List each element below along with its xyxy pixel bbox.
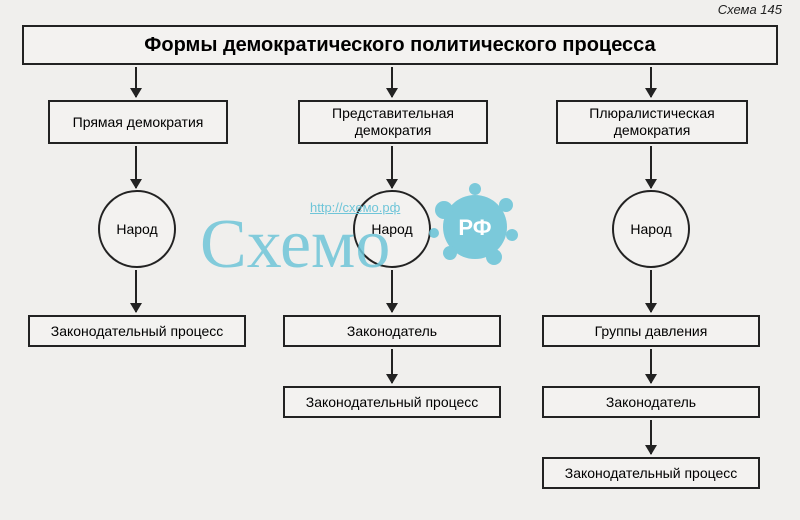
arrow: [650, 146, 652, 188]
arrow: [650, 270, 652, 312]
col3-step2-text: Законодатель: [606, 394, 696, 411]
arrow: [650, 349, 652, 383]
arrow: [135, 270, 137, 312]
diagram-title: Формы демократического политического про…: [22, 25, 778, 65]
col2-header: Представительная демократия: [298, 100, 488, 144]
col2-header-text: Представительная демократия: [304, 105, 482, 139]
col2-circle: Народ: [353, 190, 431, 268]
col2-step2-text: Законодательный процесс: [306, 394, 479, 411]
col1-header-text: Прямая демократия: [73, 114, 204, 131]
col1-circle-text: Народ: [116, 221, 157, 237]
watermark-badge-text: РФ: [458, 215, 491, 240]
col2-step1: Законодатель: [283, 315, 501, 347]
arrow: [391, 67, 393, 97]
arrow: [650, 67, 652, 97]
arrow: [391, 349, 393, 383]
col2-step2: Законодательный процесс: [283, 386, 501, 418]
col3-circle: Народ: [612, 190, 690, 268]
col2-circle-text: Народ: [371, 221, 412, 237]
arrow: [135, 67, 137, 97]
col3-step1-text: Группы давления: [595, 323, 708, 340]
arrow: [391, 270, 393, 312]
col3-header: Плюралистическая демократия: [556, 100, 748, 144]
col1-circle: Народ: [98, 190, 176, 268]
col1-step1-text: Законодательный процесс: [51, 323, 224, 340]
col3-circle-text: Народ: [630, 221, 671, 237]
arrow: [391, 146, 393, 188]
col3-step2: Законодатель: [542, 386, 760, 418]
col3-step1: Группы давления: [542, 315, 760, 347]
col3-step3-text: Законодательный процесс: [565, 465, 738, 482]
col3-step3: Законодательный процесс: [542, 457, 760, 489]
col3-header-text: Плюралистическая демократия: [562, 105, 742, 139]
watermark-splat-icon: РФ: [420, 175, 530, 275]
arrow: [135, 146, 137, 188]
arrow: [650, 420, 652, 454]
schema-number-label: Схема 145: [718, 2, 782, 17]
col2-step1-text: Законодатель: [347, 323, 437, 340]
col1-header: Прямая демократия: [48, 100, 228, 144]
col1-step1: Законодательный процесс: [28, 315, 246, 347]
